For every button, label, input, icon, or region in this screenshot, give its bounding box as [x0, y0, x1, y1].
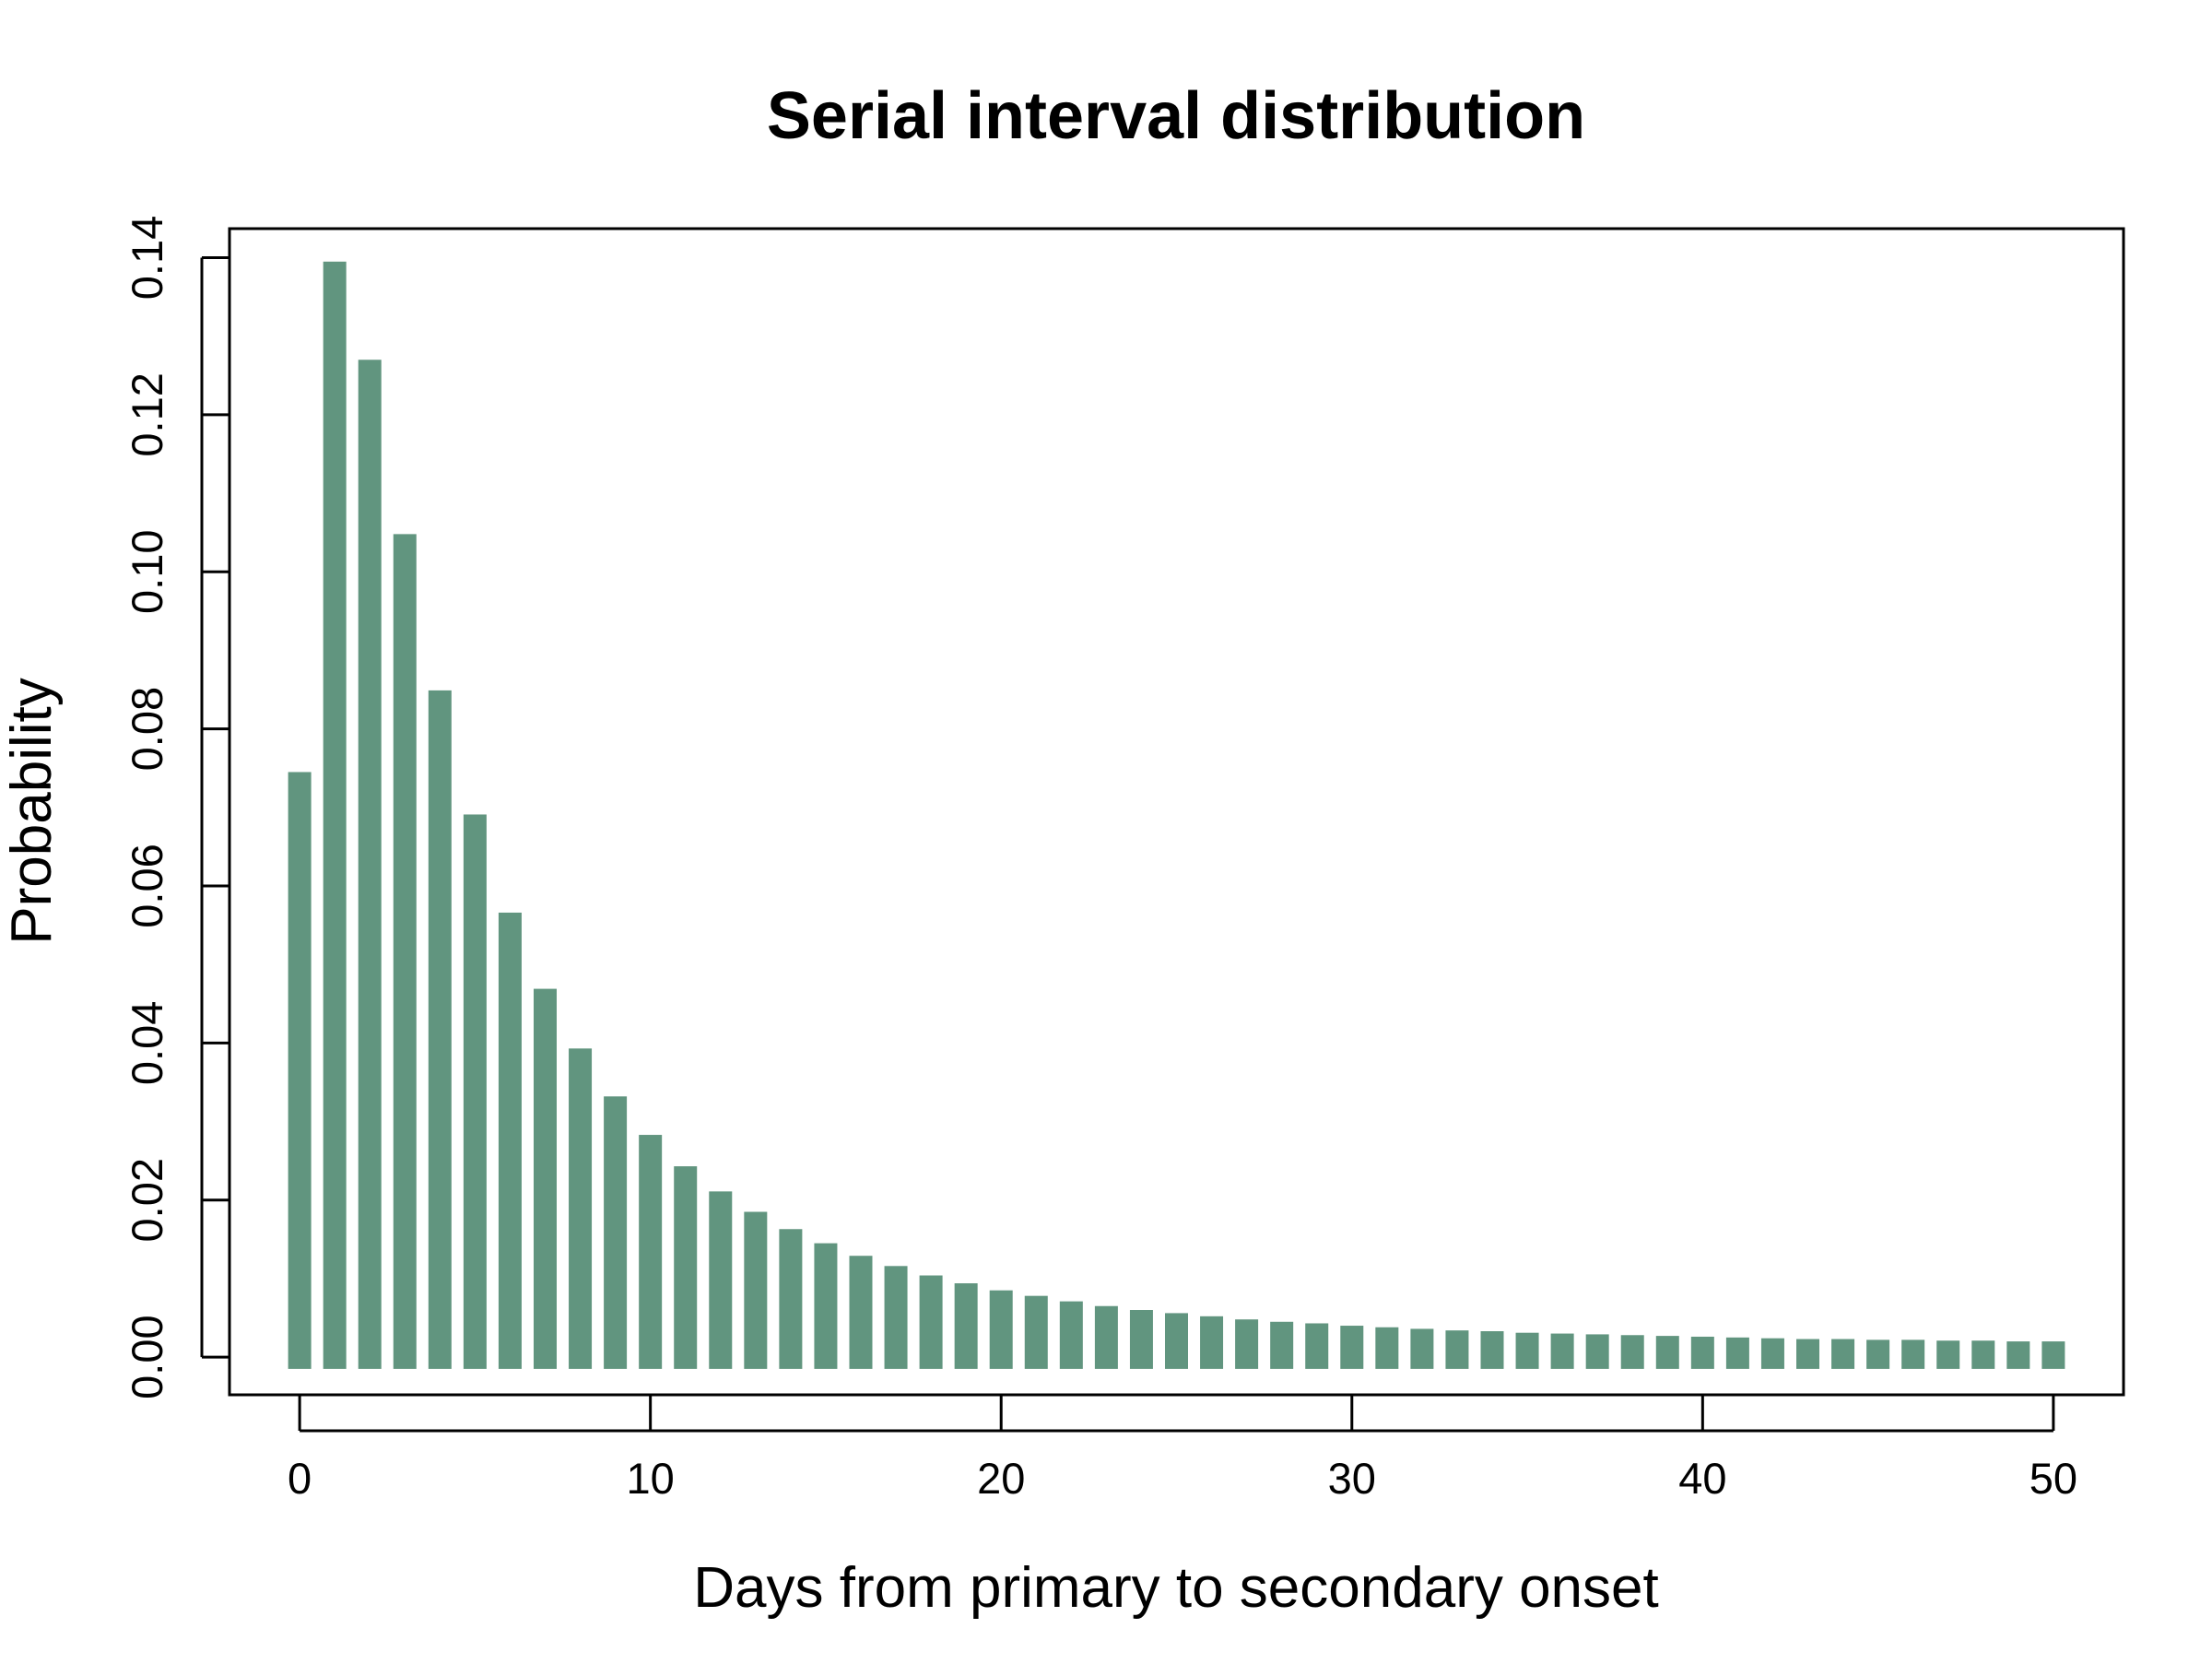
bar-day-43 [1796, 1339, 1819, 1369]
bar-day-10 [639, 1135, 663, 1369]
x-tick-label: 30 [1328, 1454, 1376, 1503]
bar-day-47 [1936, 1340, 1960, 1369]
x-tick-label: 10 [627, 1454, 675, 1503]
bar-day-26 [1200, 1316, 1224, 1369]
bar-day-4 [428, 690, 452, 1369]
bar-day-2 [358, 360, 382, 1369]
bar-day-36 [1550, 1333, 1574, 1369]
bar-day-41 [1725, 1337, 1749, 1369]
bar-day-13 [744, 1211, 768, 1369]
bar-day-3 [393, 534, 417, 1369]
y-axis-label: Probability [0, 678, 64, 944]
bar-day-22 [1059, 1301, 1083, 1369]
y-tick-label: 0.04 [123, 1001, 171, 1085]
bar-day-27 [1235, 1319, 1259, 1369]
bar-day-32 [1410, 1328, 1434, 1369]
x-tick-label: 40 [1678, 1454, 1726, 1503]
bar-day-39 [1655, 1336, 1679, 1369]
bar-day-0 [288, 772, 312, 1369]
chart-title: Serial interval distribution [767, 79, 1585, 153]
y-tick-label: 0.08 [123, 687, 171, 771]
bar-day-12 [709, 1191, 733, 1369]
bar-day-17 [884, 1266, 908, 1369]
y-tick-label: 0.14 [123, 216, 171, 300]
bar-day-24 [1129, 1310, 1153, 1369]
y-tick-label: 0.12 [123, 372, 171, 456]
bar-day-50 [2041, 1341, 2065, 1369]
x-axis-label: Days from primary to secondary onset [693, 1556, 1659, 1620]
bar-day-19 [954, 1283, 978, 1369]
bar-day-15 [814, 1243, 838, 1369]
bars-layer [288, 261, 2065, 1369]
plot-frame [228, 227, 2125, 1397]
bar-day-30 [1340, 1326, 1364, 1369]
y-tick-label: 0.00 [123, 1315, 171, 1398]
bar-day-49 [2006, 1341, 2030, 1369]
bar-day-8 [569, 1048, 593, 1369]
bar-day-40 [1690, 1336, 1714, 1369]
bar-day-34 [1480, 1331, 1504, 1369]
bar-day-44 [1831, 1339, 1855, 1369]
bar-day-33 [1445, 1330, 1469, 1369]
bar-day-45 [1866, 1339, 1890, 1369]
y-tick-label: 0.10 [123, 530, 171, 614]
bar-day-1 [323, 261, 347, 1369]
bar-day-7 [534, 988, 557, 1369]
bar-day-46 [1901, 1339, 1925, 1369]
x-tick-label: 0 [288, 1454, 312, 1503]
bar-day-16 [849, 1256, 873, 1369]
bar-day-20 [989, 1290, 1013, 1369]
bar-day-42 [1760, 1338, 1784, 1369]
bar-day-38 [1620, 1335, 1644, 1369]
bar-day-37 [1585, 1334, 1609, 1369]
bar-day-9 [604, 1096, 628, 1369]
bar-day-11 [674, 1166, 698, 1369]
bar-day-48 [1971, 1340, 1995, 1369]
bar-day-18 [919, 1275, 943, 1369]
y-tick-label: 0.06 [123, 844, 171, 927]
x-axis: 0 10 20 30 40 50 [288, 1396, 2077, 1503]
bar-day-29 [1305, 1323, 1329, 1369]
bar-day-14 [779, 1229, 803, 1369]
x-tick-label: 50 [2030, 1454, 2077, 1503]
bar-day-28 [1270, 1321, 1294, 1369]
bar-day-31 [1375, 1327, 1399, 1369]
bar-day-23 [1094, 1305, 1118, 1369]
y-axis: 0.00 0.02 0.04 0.06 0.08 0.10 0.12 0.14 [123, 216, 229, 1399]
bar-day-25 [1165, 1313, 1188, 1369]
x-tick-label: 20 [977, 1454, 1025, 1503]
bar-day-35 [1515, 1332, 1539, 1369]
y-tick-label: 0.02 [123, 1158, 171, 1242]
bar-day-21 [1024, 1295, 1048, 1369]
bar-day-6 [498, 912, 522, 1369]
bar-day-5 [463, 814, 487, 1369]
